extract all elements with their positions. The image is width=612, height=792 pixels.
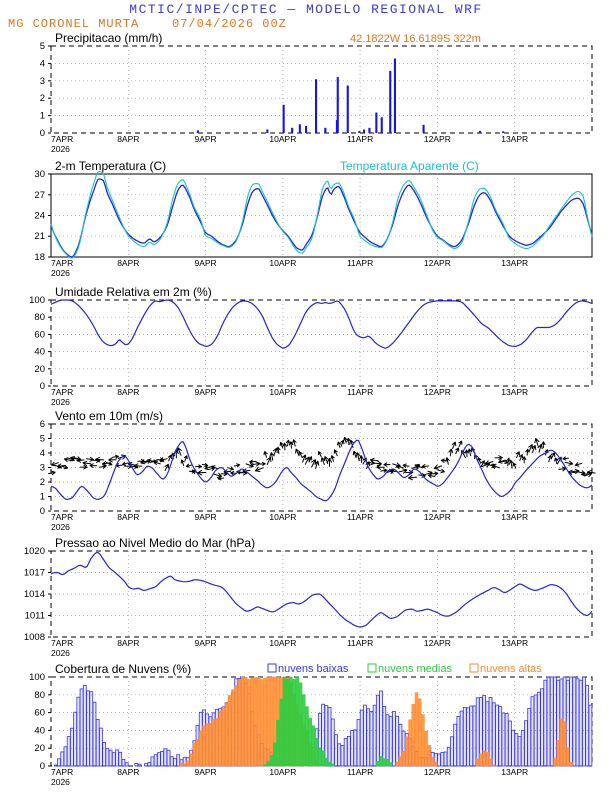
svg-text:Cobertura de Nuvens (%): Cobertura de Nuvens (%) — [55, 662, 191, 676]
svg-text:1: 1 — [40, 111, 45, 122]
svg-text:1: 1 — [40, 492, 45, 503]
svg-text:2: 2 — [40, 477, 45, 488]
svg-text:13APR: 13APR — [501, 767, 528, 777]
svg-text:42.1822W 16.6189S 322m: 42.1822W 16.6189S 322m — [350, 33, 481, 45]
svg-text:60: 60 — [34, 708, 45, 719]
svg-text:4: 4 — [40, 448, 45, 459]
svg-text:1011: 1011 — [25, 611, 45, 622]
svg-text:Precipitacao (mm/h): Precipitacao (mm/h) — [55, 31, 162, 45]
svg-text:10APR: 10APR — [269, 387, 296, 397]
svg-text:1008: 1008 — [24, 632, 45, 643]
svg-text:40: 40 — [34, 725, 45, 736]
svg-text:6: 6 — [40, 419, 45, 430]
svg-text:7APR: 7APR — [51, 258, 73, 268]
svg-text:20: 20 — [34, 743, 45, 754]
svg-text:21: 21 — [34, 231, 45, 242]
svg-text:27: 27 — [34, 190, 45, 201]
svg-text:7APR: 7APR — [51, 134, 73, 144]
svg-text:1017: 1017 — [24, 568, 45, 579]
svg-text:18: 18 — [34, 252, 45, 263]
svg-text:5: 5 — [40, 41, 45, 52]
svg-text:13APR: 13APR — [501, 638, 528, 648]
svg-text:1020: 1020 — [24, 546, 45, 557]
svg-text:5: 5 — [40, 434, 45, 445]
svg-text:11APR: 11APR — [347, 767, 373, 777]
svg-text:20: 20 — [34, 364, 45, 375]
svg-text:13APR: 13APR — [501, 512, 528, 522]
svg-text:Pressao ao Nivel Medio do Mar: Pressao ao Nivel Medio do Mar (hPa) — [55, 536, 255, 550]
svg-text:12APR: 12APR — [424, 638, 451, 648]
svg-text:11APR: 11APR — [347, 638, 373, 648]
svg-text:nuvens altas: nuvens altas — [480, 663, 542, 675]
svg-text:0: 0 — [40, 128, 45, 139]
svg-text:9APR: 9APR — [194, 134, 216, 144]
svg-text:0: 0 — [40, 761, 45, 772]
svg-text:2: 2 — [40, 93, 45, 104]
svg-text:8APR: 8APR — [117, 638, 139, 648]
svg-text:11APR: 11APR — [347, 512, 373, 522]
svg-text:7APR: 7APR — [51, 387, 73, 397]
svg-text:9APR: 9APR — [194, 767, 216, 777]
svg-text:13APR: 13APR — [501, 134, 528, 144]
svg-text:1014: 1014 — [24, 589, 45, 600]
svg-text:8APR: 8APR — [117, 767, 139, 777]
svg-text:2026: 2026 — [51, 397, 70, 407]
svg-text:10APR: 10APR — [269, 638, 296, 648]
svg-text:80: 80 — [34, 690, 45, 701]
svg-text:12APR: 12APR — [424, 512, 451, 522]
svg-text:2026: 2026 — [51, 777, 70, 787]
svg-text:10APR: 10APR — [269, 767, 296, 777]
svg-text:12APR: 12APR — [424, 767, 451, 777]
svg-text:80: 80 — [34, 312, 45, 323]
svg-text:7APR: 7APR — [51, 638, 73, 648]
svg-text:2026: 2026 — [51, 144, 70, 154]
svg-text:9APR: 9APR — [194, 512, 216, 522]
svg-text:8APR: 8APR — [117, 512, 139, 522]
svg-text:11APR: 11APR — [347, 134, 373, 144]
svg-text:2026: 2026 — [51, 648, 70, 658]
svg-text:30: 30 — [34, 169, 45, 180]
svg-text:Vento em 10m (m/s): Vento em 10m (m/s) — [55, 409, 163, 423]
svg-text:12APR: 12APR — [424, 258, 451, 268]
svg-text:10APR: 10APR — [269, 258, 296, 268]
svg-text:8APR: 8APR — [117, 134, 139, 144]
svg-text:7APR: 7APR — [51, 767, 73, 777]
svg-text:8APR: 8APR — [117, 258, 139, 268]
svg-text:9APR: 9APR — [194, 387, 216, 397]
svg-text:13APR: 13APR — [501, 258, 528, 268]
svg-text:11APR: 11APR — [347, 258, 373, 268]
svg-text:10APR: 10APR — [269, 512, 296, 522]
svg-text:100: 100 — [29, 295, 45, 306]
svg-text:3: 3 — [40, 76, 45, 87]
svg-text:10APR: 10APR — [269, 134, 296, 144]
svg-text:8APR: 8APR — [117, 387, 139, 397]
svg-text:9APR: 9APR — [194, 638, 216, 648]
svg-text:2026: 2026 — [51, 268, 70, 278]
svg-text:3: 3 — [40, 463, 45, 474]
svg-text:9APR: 9APR — [194, 258, 216, 268]
svg-text:60: 60 — [34, 329, 45, 340]
svg-text:12APR: 12APR — [424, 387, 451, 397]
svg-text:11APR: 11APR — [347, 387, 373, 397]
svg-text:Temperatura Aparente (C): Temperatura Aparente (C) — [340, 159, 479, 173]
svg-text:2026: 2026 — [51, 522, 70, 532]
svg-text:0: 0 — [40, 381, 45, 392]
svg-text:nuvens baixas: nuvens baixas — [278, 663, 349, 675]
svg-text:13APR: 13APR — [501, 387, 528, 397]
svg-text:40: 40 — [34, 347, 45, 358]
svg-text:12APR: 12APR — [424, 134, 451, 144]
svg-text:2-m Temperatura (C): 2-m Temperatura (C) — [55, 159, 166, 173]
svg-text:Umidade Relativa em 2m (%): Umidade Relativa em 2m (%) — [55, 285, 212, 299]
svg-text:24: 24 — [34, 211, 45, 222]
svg-text:4: 4 — [40, 58, 45, 69]
svg-text:100: 100 — [29, 672, 45, 683]
svg-text:7APR: 7APR — [51, 512, 73, 522]
svg-text:0: 0 — [40, 506, 45, 517]
svg-text:nuvens medias: nuvens medias — [378, 663, 452, 675]
